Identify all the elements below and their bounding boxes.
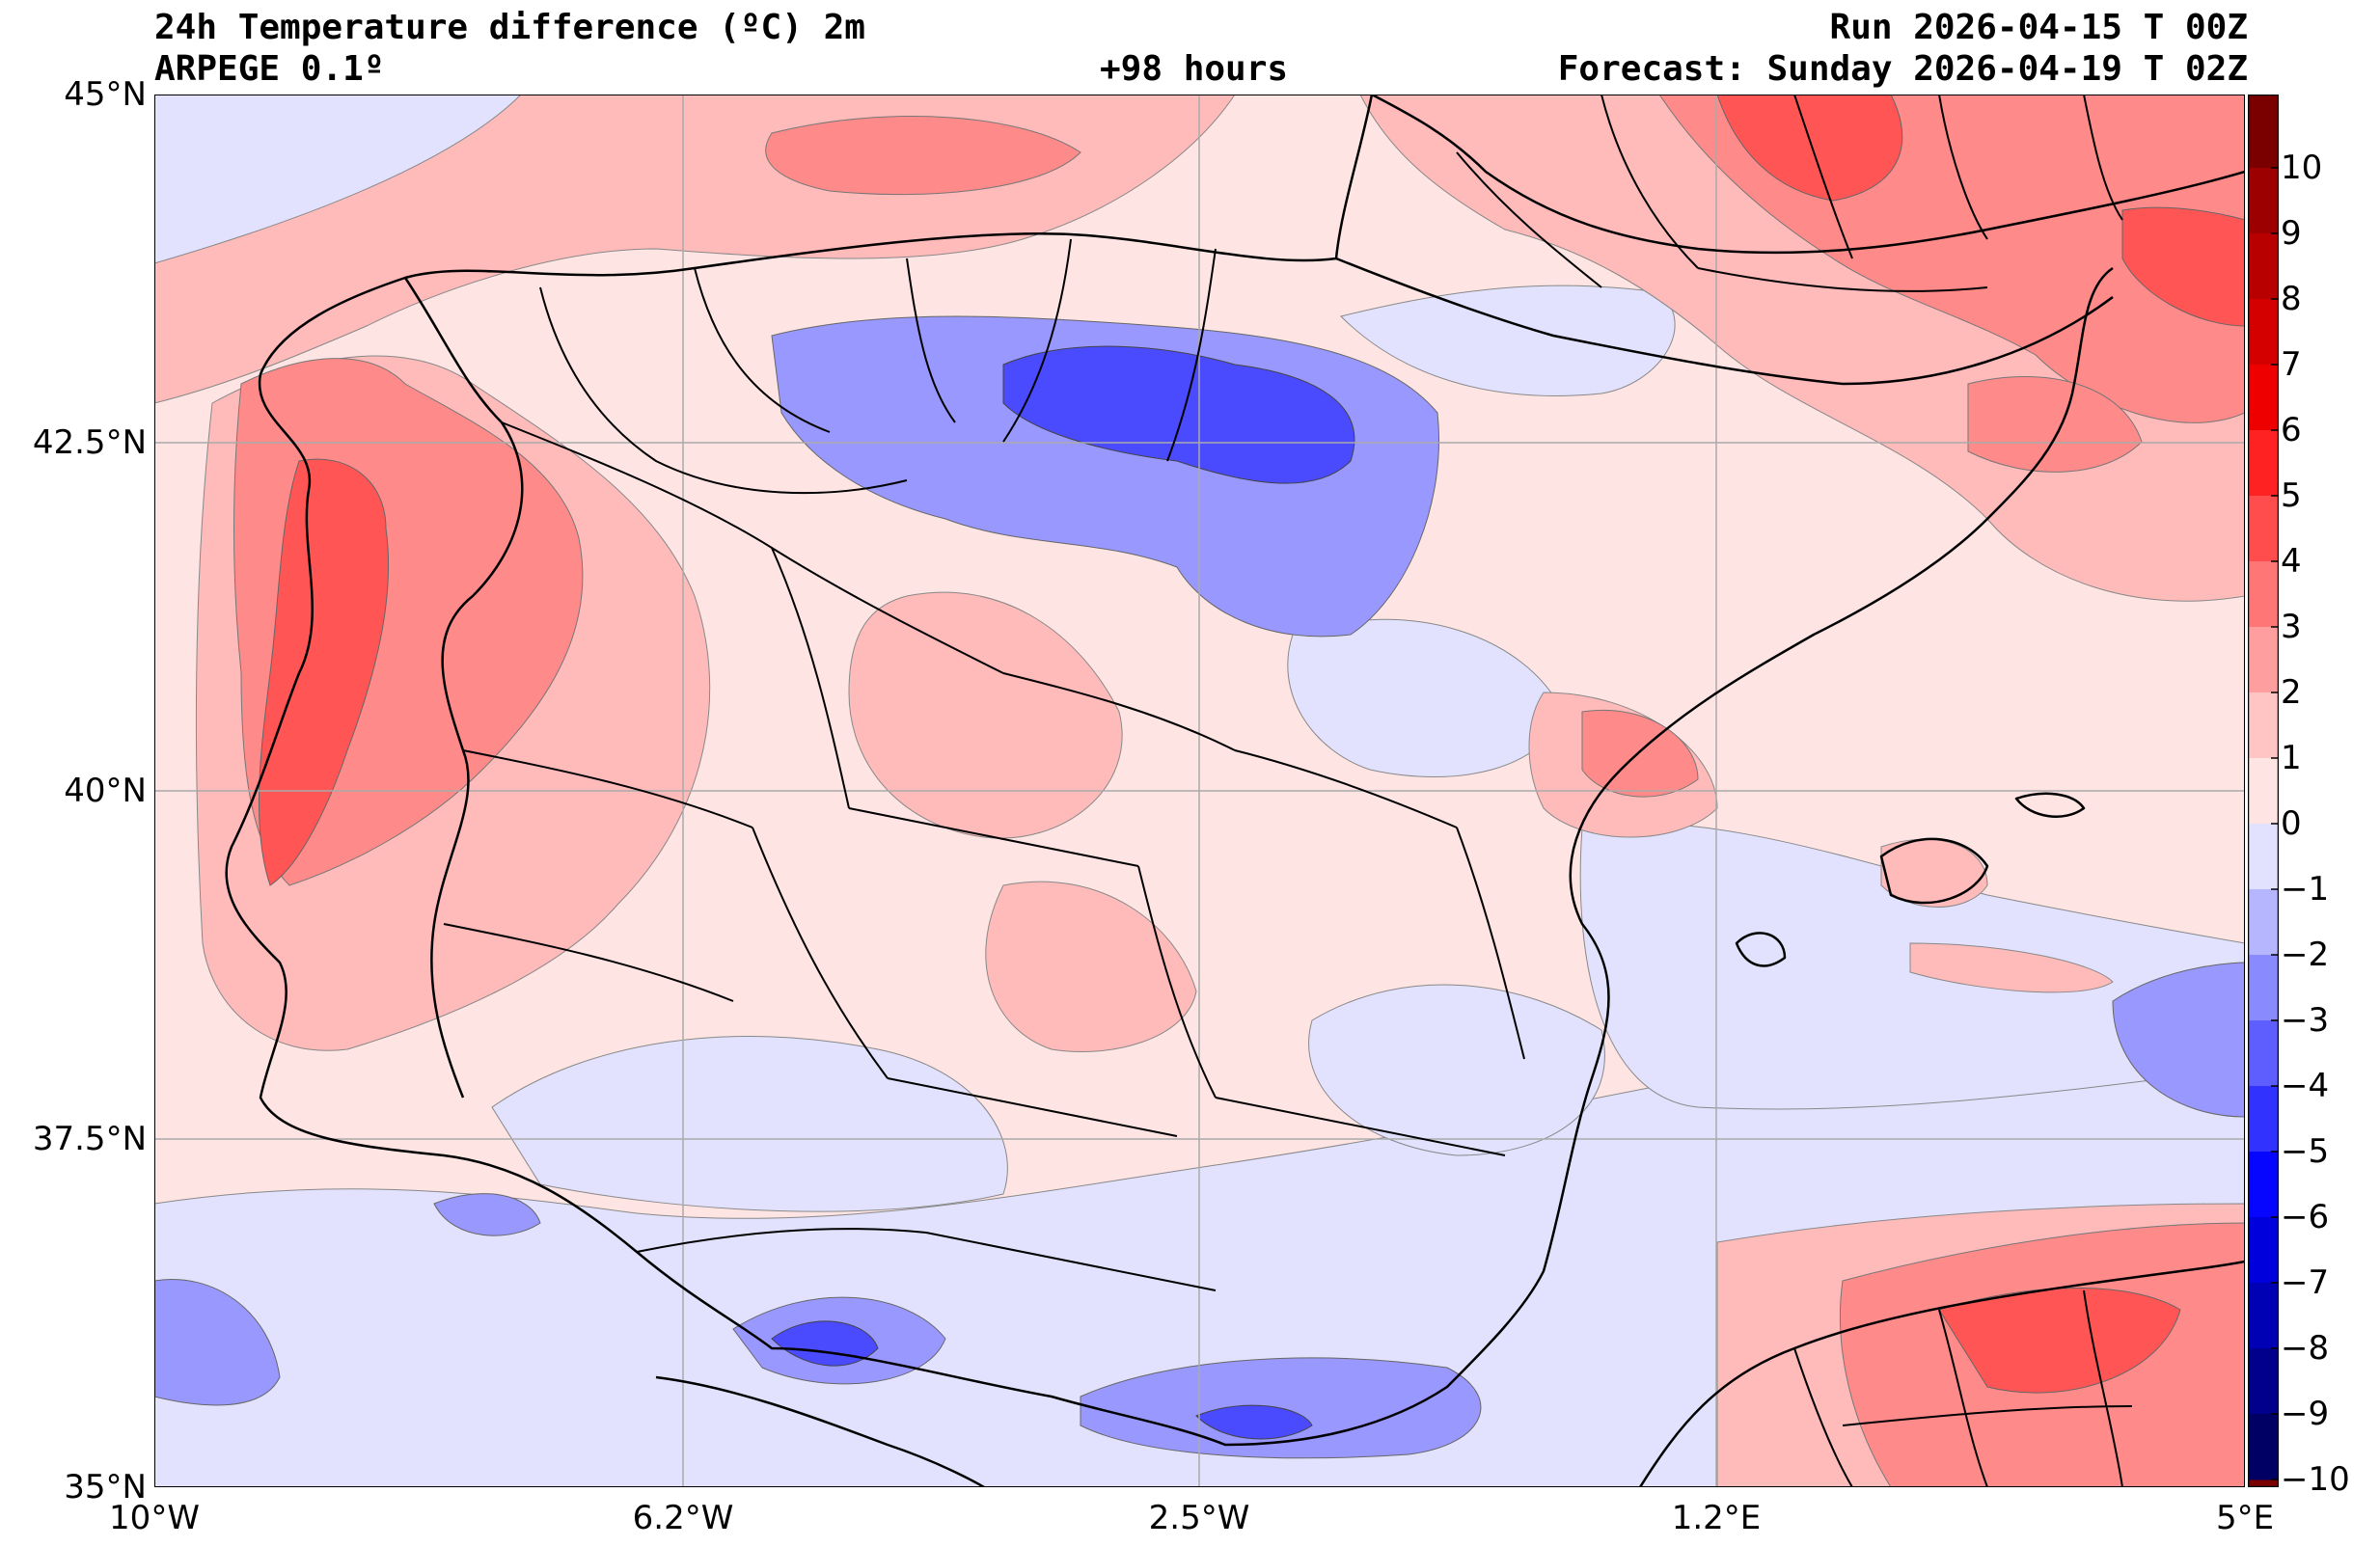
colorbar-tick-label: −2 [2281,936,2330,974]
lon-tick-6-2w: 6.2°W [632,1499,734,1537]
colorbar-tick-label: 5 [2281,476,2302,515]
lead-time: +98 hours [1100,49,1289,89]
colorbar-tick-label: −8 [2281,1329,2330,1368]
colorbar-band [2248,692,2279,759]
colorbar-band [2248,758,2279,825]
lat-tick-45: 45°N [64,75,147,114]
deep-blue-zone-alboran [1195,1404,1313,1440]
light-blue-zone-south-inland [491,1036,1008,1212]
colorbar-tick-label: −10 [2281,1460,2350,1499]
temperature-map [154,95,2245,1487]
mid-red-zone-catalonia [1967,376,2143,473]
colorbar-tick-label: −7 [2281,1263,2330,1302]
colorbar-band [2248,1217,2279,1284]
run-time: Run 2026-04-15 T 00Z [1829,8,2248,47]
mallorca-island [1879,837,1989,905]
colorbar-band [2248,889,2279,956]
lon-tick-1-2e: 1.2°E [1671,1499,1762,1537]
colorbar-band [2248,1348,2279,1415]
lon-tick-2-5w: 2.5°W [1148,1499,1250,1537]
colorbar-band [2248,561,2279,628]
colorbar-band [2248,430,2279,497]
colorbar-band [2248,102,2279,169]
colorbar-tick-label: 1 [2281,739,2302,777]
colorbar-tick-label: 0 [2281,804,2302,843]
colorbar-tick-label: −4 [2281,1067,2330,1105]
colorbar-tick-label: 3 [2281,608,2302,646]
colorbar-tick-label: −9 [2281,1395,2330,1433]
portugal-border [403,277,524,1099]
strong-red-zone-france [1716,95,1903,202]
colorbar-tick-label: 7 [2281,345,2302,384]
mid-blue-zone-cadiz [433,1193,541,1236]
mid-blue-zone-southwest [154,1279,281,1406]
lon-tick-5e: 5°E [2215,1499,2275,1537]
chart-title: 24h Temperature difference (ºC) 2m [154,8,865,47]
spanish-regional-borders [443,238,1525,1291]
colorbar-band [2248,1086,2279,1153]
deep-blue-zone-gibraltar [771,1320,879,1367]
colorbar-tick-label: −1 [2281,870,2330,909]
colorbar-band [2248,627,2279,693]
light-red-zone-east-sea-strip [1909,942,2114,993]
colorbar-tick-label: 10 [2281,149,2323,187]
menorca-island [2014,792,2086,818]
model-name: ARPEGE 0.1º [154,49,385,89]
france-coastline [1371,95,2245,255]
france-regional-borders [1456,95,2123,292]
deep-blue-zone-north [1002,345,1355,484]
colorbar-tick-label: −6 [2281,1198,2330,1236]
pyrenees-border [1335,257,2114,386]
colorbar-band [2248,955,2279,1021]
colorbar-band [2248,1152,2279,1218]
ibiza-island [1735,932,1787,967]
colorbar-tick-label: 2 [2281,673,2302,712]
lat-tick-37-5: 37.5°N [32,1120,147,1158]
light-red-zone-southcentral [985,881,1197,1052]
mid-red-zone-atlantic [765,116,1081,196]
colorbar-band [2248,299,2279,366]
graticule [154,95,2245,1487]
light-blue-zone-east-inland [1287,618,1564,777]
north-africa-coastline [655,1260,2245,1487]
colorbar-tick-label: 9 [2281,214,2302,253]
colorbar-tick-label: 4 [2281,542,2302,581]
lat-tick-40: 40°N [64,772,147,810]
colorbar-band [2248,496,2279,562]
africa-regional-borders [1793,1289,2133,1487]
colorbar-tick-label: 8 [2281,280,2302,318]
colorbar-band [2248,1414,2279,1480]
colorbar-band [2248,365,2279,431]
colorbar [2248,95,2279,1487]
iberia-coastline [225,95,2114,1447]
strong-red-zone-portugal [258,458,390,886]
colorbar-band [2248,233,2279,300]
lat-tick-42-5: 42.5°N [32,423,147,462]
forecast-time: Forecast: Sunday 2026-04-19 T 02Z [1557,49,2248,89]
strong-red-zone-algeria [1938,1288,2181,1394]
light-red-zone-central [848,591,1123,839]
lon-tick-10w: 10°W [109,1499,200,1537]
colorbar-band [2248,168,2279,234]
colorbar-tick-label: 6 [2281,411,2302,449]
colorbar-band [2248,1283,2279,1349]
colorbar-band [2248,824,2279,890]
colorbar-tick-label: −5 [2281,1132,2330,1171]
coastlines-and-borders [225,95,2245,1487]
colorbar-band [2248,1020,2279,1087]
lat-tick-35: 35°N [64,1468,147,1506]
light-blue-zone-bay [1340,285,1676,396]
colorbar-tick-label: −3 [2281,1001,2330,1040]
colorbar-frame [2248,95,2279,1487]
